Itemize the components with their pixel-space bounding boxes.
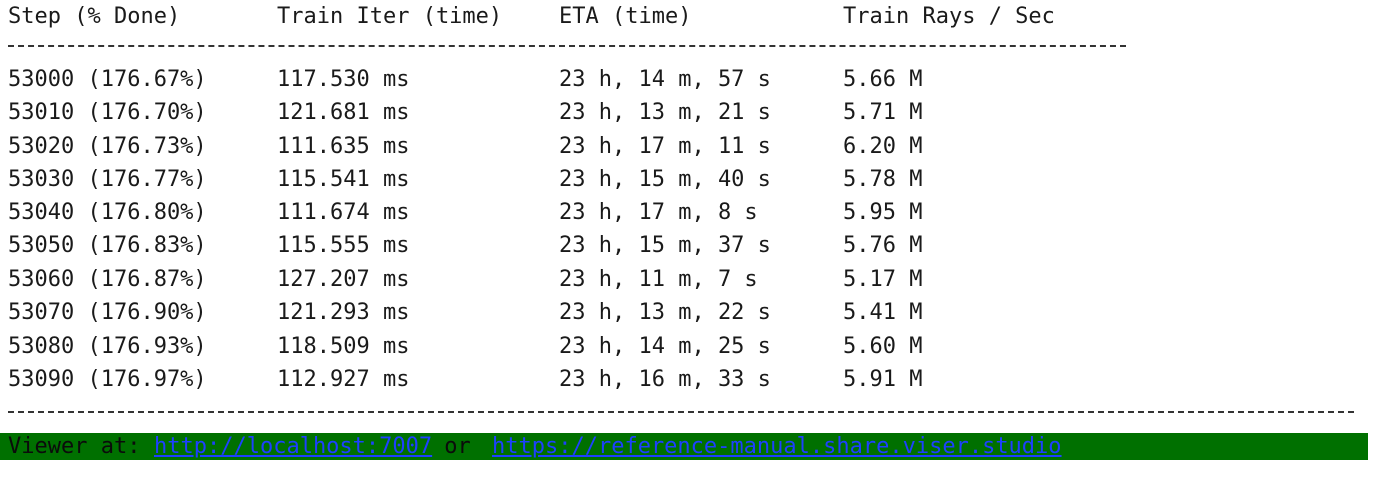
- header-rays: Train Rays / Sec: [843, 4, 1055, 29]
- table-row: 53030 (176.77%) 115.541 ms 23 h, 15 m, 4…: [0, 163, 1377, 196]
- row-iter: 121.293 ms: [277, 300, 410, 325]
- row-rays: 5.91 M: [843, 367, 923, 392]
- footer-divider: [8, 411, 1354, 413]
- row-step: 53010 (176.70%): [8, 100, 207, 125]
- row-iter: 121.681 ms: [277, 100, 410, 125]
- row-iter: 111.635 ms: [277, 134, 410, 159]
- row-eta: 23 h, 14 m, 25 s: [559, 334, 771, 359]
- row-iter: 115.541 ms: [277, 167, 410, 192]
- row-rays: 5.78 M: [843, 167, 923, 192]
- row-eta: 23 h, 11 m, 7 s: [559, 267, 758, 292]
- viewer-or: or: [431, 434, 484, 459]
- row-iter: 112.927 ms: [277, 367, 410, 392]
- viewer-prefix: Viewer at:: [8, 434, 154, 459]
- header-eta: ETA (time): [559, 4, 692, 29]
- row-step: 53090 (176.97%): [8, 367, 207, 392]
- cull-log-line: [03:05:04] Culled 225 gaussians (224 bel…: [8, 463, 313, 502]
- row-iter: 127.207 ms: [277, 267, 410, 292]
- row-rays: 5.76 M: [843, 233, 923, 258]
- header-train-iter: Train Iter (time): [277, 4, 503, 29]
- row-step: 53060 (176.87%): [8, 267, 207, 292]
- row-eta: 23 h, 17 m, 8 s: [559, 200, 758, 225]
- row-iter: 118.509 ms: [277, 334, 410, 359]
- row-rays: 5.66 M: [843, 67, 923, 92]
- table-row: 53040 (176.80%) 111.674 ms 23 h, 17 m, 8…: [0, 196, 1377, 229]
- row-rays: 5.71 M: [843, 100, 923, 125]
- table-row: 53060 (176.87%) 127.207 ms 23 h, 11 m, 7…: [0, 263, 1377, 296]
- row-step: 53030 (176.77%): [8, 167, 207, 192]
- row-rays: 5.17 M: [843, 267, 923, 292]
- row-eta: 23 h, 15 m, 37 s: [559, 233, 771, 258]
- log-timestamp: [03:05:04]: [61, 500, 193, 502]
- row-rays: 6.20 M: [843, 134, 923, 159]
- progress-table: 53000 (176.67%) 117.530 ms 23 h, 14 m, 5…: [0, 67, 1377, 502]
- table-row: 53050 (176.83%) 115.555 ms 23 h, 15 m, 3…: [0, 229, 1377, 262]
- row-eta: 23 h, 15 m, 40 s: [559, 167, 771, 192]
- row-rays: 5.60 M: [843, 334, 923, 359]
- row-step: 53070 (176.90%): [8, 300, 207, 325]
- header-divider: [8, 45, 1126, 47]
- row-eta: 23 h, 16 m, 33 s: [559, 367, 771, 392]
- row-eta: 23 h, 13 m, 21 s: [559, 100, 771, 125]
- row-rays: 5.41 M: [843, 300, 923, 325]
- row-eta: 23 h, 17 m, 11 s: [559, 134, 771, 159]
- row-eta: 23 h, 14 m, 57 s: [559, 67, 771, 92]
- row-step: 53020 (176.73%): [8, 134, 207, 159]
- row-iter: 115.555 ms: [277, 233, 410, 258]
- table-row: 53080 (176.93%) 118.509 ms 23 h, 14 m, 2…: [0, 330, 1377, 363]
- row-step: 53000 (176.67%): [8, 67, 207, 92]
- table-row: 53090 (176.97%) 112.927 ms 23 h, 16 m, 3…: [0, 363, 1377, 396]
- table-header: Step (% Done) Train Iter (time) ETA (tim…: [0, 0, 1377, 33]
- share-viewer-link[interactable]: https://reference-manual.share.viser.stu…: [492, 434, 1062, 459]
- local-viewer-link[interactable]: http://localhost:7007: [154, 434, 433, 459]
- row-iter: 117.530 ms: [277, 67, 410, 92]
- row-iter: 111.674 ms: [277, 200, 410, 225]
- row-step: 53050 (176.83%): [8, 233, 207, 258]
- row-rays: 5.95 M: [843, 200, 923, 225]
- table-row: 53020 (176.73%) 111.635 ms 23 h, 17 m, 1…: [0, 130, 1377, 163]
- row-step: 53080 (176.93%): [8, 334, 207, 359]
- viewer-banner: Viewer at: http://localhost:7007 or http…: [0, 433, 1368, 460]
- table-row: 53070 (176.90%) 121.293 ms 23 h, 13 m, 2…: [0, 296, 1377, 329]
- row-step: 53040 (176.80%): [8, 200, 207, 225]
- row-eta: 23 h, 13 m, 22 s: [559, 300, 771, 325]
- table-row: 53010 (176.70%) 121.681 ms 23 h, 13 m, 2…: [0, 96, 1377, 129]
- header-step: Step (% Done): [8, 4, 181, 29]
- table-row: 53000 (176.67%) 117.530 ms 23 h, 14 m, 5…: [0, 63, 1377, 96]
